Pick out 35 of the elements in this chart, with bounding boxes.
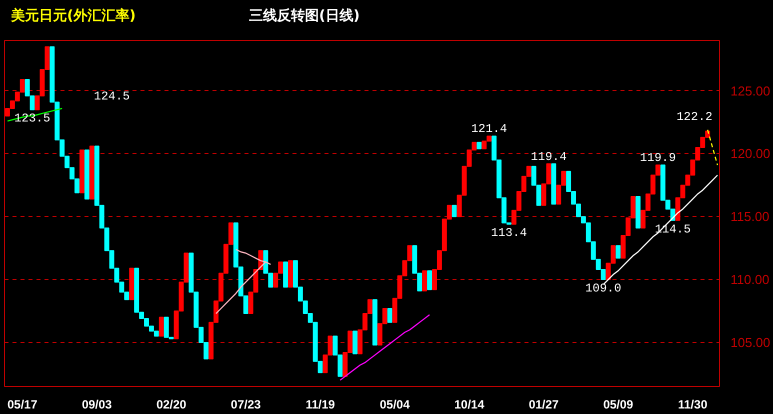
- annotation: 122.2: [676, 110, 712, 124]
- annotation: 124.5: [94, 89, 130, 104]
- x-tick-label: 05/09: [603, 398, 634, 412]
- line-series: [6, 108, 63, 122]
- y-tick-label: 125.00: [730, 83, 770, 98]
- x-tick-label: 05/17: [7, 398, 38, 412]
- line-series: [602, 174, 718, 286]
- chart-subtitle: 三线反转图(日线): [249, 7, 360, 26]
- candlestick: [427, 270, 432, 290]
- annotation: 123.5: [14, 112, 50, 126]
- x-tick-label: 02/20: [156, 398, 187, 412]
- annotation: 109.0: [585, 282, 622, 296]
- candlestick: [387, 308, 392, 323]
- line-series: [340, 314, 430, 381]
- annotation: 113.4: [490, 226, 527, 240]
- x-tick-label: 05/04: [380, 398, 410, 412]
- candlestick: [616, 245, 621, 259]
- candlestick: [452, 204, 457, 218]
- x-tick-label: 10/14: [454, 398, 485, 412]
- x-tick-label: 09/03: [82, 398, 112, 412]
- y-tick-label: 115.00: [730, 209, 770, 224]
- x-tick-label: 07/23: [230, 398, 262, 412]
- x-tick-label: 11/30: [678, 398, 708, 412]
- y-tick-label: 120.00: [730, 146, 770, 162]
- y-tick-label: 110.00: [730, 272, 770, 288]
- x-tick-label: 01/27: [528, 398, 560, 412]
- y-tick-label: 105.00: [730, 334, 770, 350]
- candlestick: [422, 270, 428, 292]
- annotation: 121.4: [471, 122, 508, 136]
- candlestick: [158, 316, 164, 337]
- x-tick-label: 11/19: [306, 398, 336, 412]
- annotation: 119.9: [640, 151, 676, 166]
- candlestick: [352, 330, 358, 354]
- chart-title: 美元日元(外汇汇率): [11, 6, 136, 26]
- annotation: 119.4: [530, 150, 567, 164]
